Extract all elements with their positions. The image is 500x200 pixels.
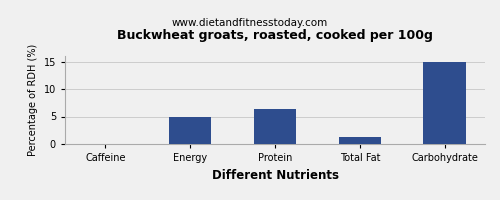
Bar — [169, 116, 212, 144]
Bar — [424, 62, 466, 144]
X-axis label: Different Nutrients: Different Nutrients — [212, 169, 338, 182]
Bar — [254, 109, 296, 144]
Title: Buckwheat groats, roasted, cooked per 100g: Buckwheat groats, roasted, cooked per 10… — [117, 29, 433, 42]
Y-axis label: Percentage of RDH (%): Percentage of RDH (%) — [28, 44, 38, 156]
Bar — [338, 137, 381, 144]
Text: www.dietandfitnesstoday.com: www.dietandfitnesstoday.com — [172, 18, 328, 28]
